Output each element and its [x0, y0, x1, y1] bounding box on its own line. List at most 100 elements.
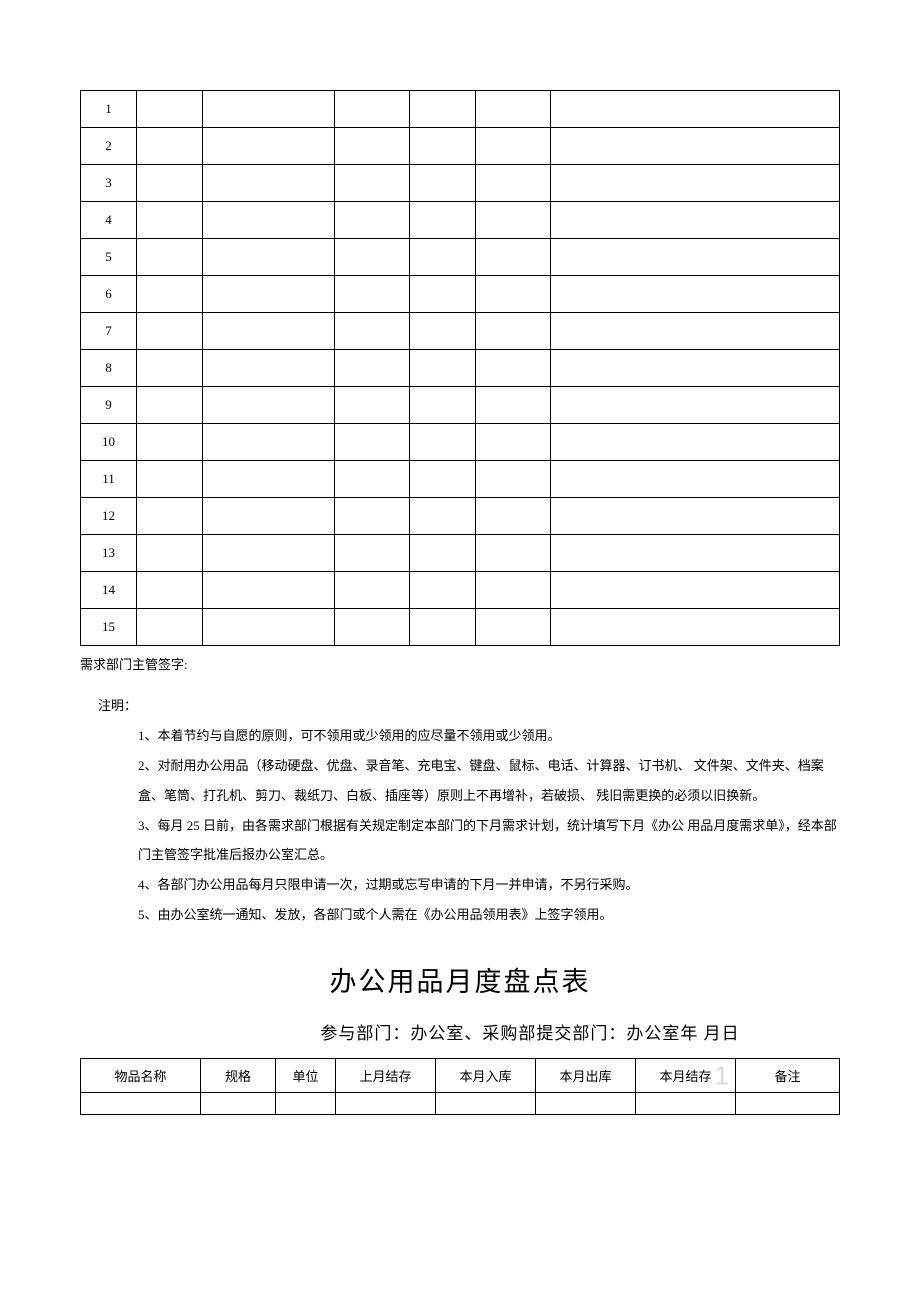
- table-cell: [335, 239, 410, 276]
- row-number-cell: 2: [81, 128, 137, 165]
- table-cell: [335, 313, 410, 350]
- table-cell: [551, 165, 840, 202]
- inventory-cell: [336, 1093, 436, 1115]
- row-number-cell: 13: [81, 535, 137, 572]
- table-cell: [203, 609, 335, 646]
- table-cell: [410, 165, 476, 202]
- table-cell: [335, 535, 410, 572]
- table-cell: [335, 128, 410, 165]
- row-number-cell: 14: [81, 572, 137, 609]
- table-cell: [335, 461, 410, 498]
- table-cell: [410, 350, 476, 387]
- table-cell: [137, 572, 203, 609]
- table-cell: [137, 313, 203, 350]
- row-number-cell: 15: [81, 609, 137, 646]
- row-number-cell: 9: [81, 387, 137, 424]
- note-item: 1、本着节约与自愿的原则，可不领用或少领用的应尽量不领用或少领用。: [98, 721, 840, 751]
- table-row: 13: [81, 535, 840, 572]
- note-item: 5、由办公室统一通知、发放，各部门或个人需在《办公用品领用表》上签字领用。: [98, 900, 840, 930]
- table-cell: [335, 276, 410, 313]
- table-row: 9: [81, 387, 840, 424]
- note-item: 3、每月 25 日前，由各需求部门根据有关规定制定本部门的下月需求计划，统计填写…: [98, 811, 840, 871]
- request-table: 123456789101112131415: [80, 90, 840, 646]
- table-cell: [137, 350, 203, 387]
- table-cell: [137, 276, 203, 313]
- inventory-cell: [276, 1093, 336, 1115]
- table-cell: [137, 498, 203, 535]
- table-cell: [137, 128, 203, 165]
- inventory-cell: [201, 1093, 276, 1115]
- table-row: 5: [81, 239, 840, 276]
- table-cell: [137, 387, 203, 424]
- table-cell: [410, 387, 476, 424]
- row-number-cell: 1: [81, 91, 137, 128]
- inventory-header-cell: 上月结存: [336, 1059, 436, 1093]
- table-cell: [476, 572, 551, 609]
- table-row: 10: [81, 424, 840, 461]
- table-cell: [476, 387, 551, 424]
- table-cell: [203, 165, 335, 202]
- inventory-header-cell: 规格: [201, 1059, 276, 1093]
- table-cell: [203, 276, 335, 313]
- table-cell: [551, 609, 840, 646]
- table-cell: [551, 91, 840, 128]
- table-row: 15: [81, 609, 840, 646]
- table-cell: [476, 350, 551, 387]
- inventory-cell: [436, 1093, 536, 1115]
- table-row: 14: [81, 572, 840, 609]
- row-number-cell: 6: [81, 276, 137, 313]
- table-cell: [203, 313, 335, 350]
- table-row: 1: [81, 91, 840, 128]
- table-cell: [203, 535, 335, 572]
- table-cell: [410, 498, 476, 535]
- table-cell: [137, 91, 203, 128]
- inventory-header-cell: 本月入库: [436, 1059, 536, 1093]
- inventory-table: 物品名称规格单位上月结存本月入库本月出库本月结存1备注: [80, 1058, 840, 1115]
- notes-section: 注明： 1、本着节约与自愿的原则，可不领用或少领用的应尽量不领用或少领用。2、对…: [80, 691, 840, 930]
- table-cell: [203, 239, 335, 276]
- table-row: 6: [81, 276, 840, 313]
- table-cell: [551, 350, 840, 387]
- table-cell: [335, 91, 410, 128]
- table-cell: [335, 350, 410, 387]
- table-cell: [137, 165, 203, 202]
- inventory-header-cell: 物品名称: [81, 1059, 201, 1093]
- table-cell: [476, 498, 551, 535]
- table-cell: [551, 535, 840, 572]
- table-cell: [203, 572, 335, 609]
- table-cell: [335, 609, 410, 646]
- note-item: 4、各部门办公用品每月只限申请一次，过期或忘写申请的下月一并申请，不另行采购。: [98, 870, 840, 900]
- table-cell: [551, 424, 840, 461]
- table-cell: [203, 461, 335, 498]
- table-cell: [137, 239, 203, 276]
- table-cell: [410, 202, 476, 239]
- inventory-cell: [736, 1093, 840, 1115]
- table-cell: [137, 461, 203, 498]
- table-cell: [410, 572, 476, 609]
- inventory-header-cell: 备注: [736, 1059, 840, 1093]
- table-cell: [203, 202, 335, 239]
- table-cell: [476, 91, 551, 128]
- table-cell: [410, 424, 476, 461]
- signature-label: 需求部门主管签字:: [80, 654, 840, 673]
- table-cell: [335, 165, 410, 202]
- table-cell: [410, 461, 476, 498]
- table-cell: [203, 91, 335, 128]
- table-cell: [410, 313, 476, 350]
- table-cell: [335, 572, 410, 609]
- inventory-subtitle: 参与部门：办公室、采购部提交部门：办公室年 月日: [80, 1019, 840, 1044]
- inventory-title: 办公用品月度盘点表: [80, 960, 840, 999]
- inventory-header-cell: 本月结存1: [636, 1059, 736, 1093]
- table-cell: [551, 313, 840, 350]
- table-row: 12: [81, 498, 840, 535]
- table-cell: [551, 276, 840, 313]
- table-cell: [551, 387, 840, 424]
- table-cell: [203, 350, 335, 387]
- inventory-cell: [636, 1093, 736, 1115]
- table-cell: [476, 535, 551, 572]
- ghost-number: 1: [715, 1060, 729, 1091]
- table-row: 7: [81, 313, 840, 350]
- table-cell: [551, 498, 840, 535]
- table-cell: [476, 165, 551, 202]
- table-cell: [476, 424, 551, 461]
